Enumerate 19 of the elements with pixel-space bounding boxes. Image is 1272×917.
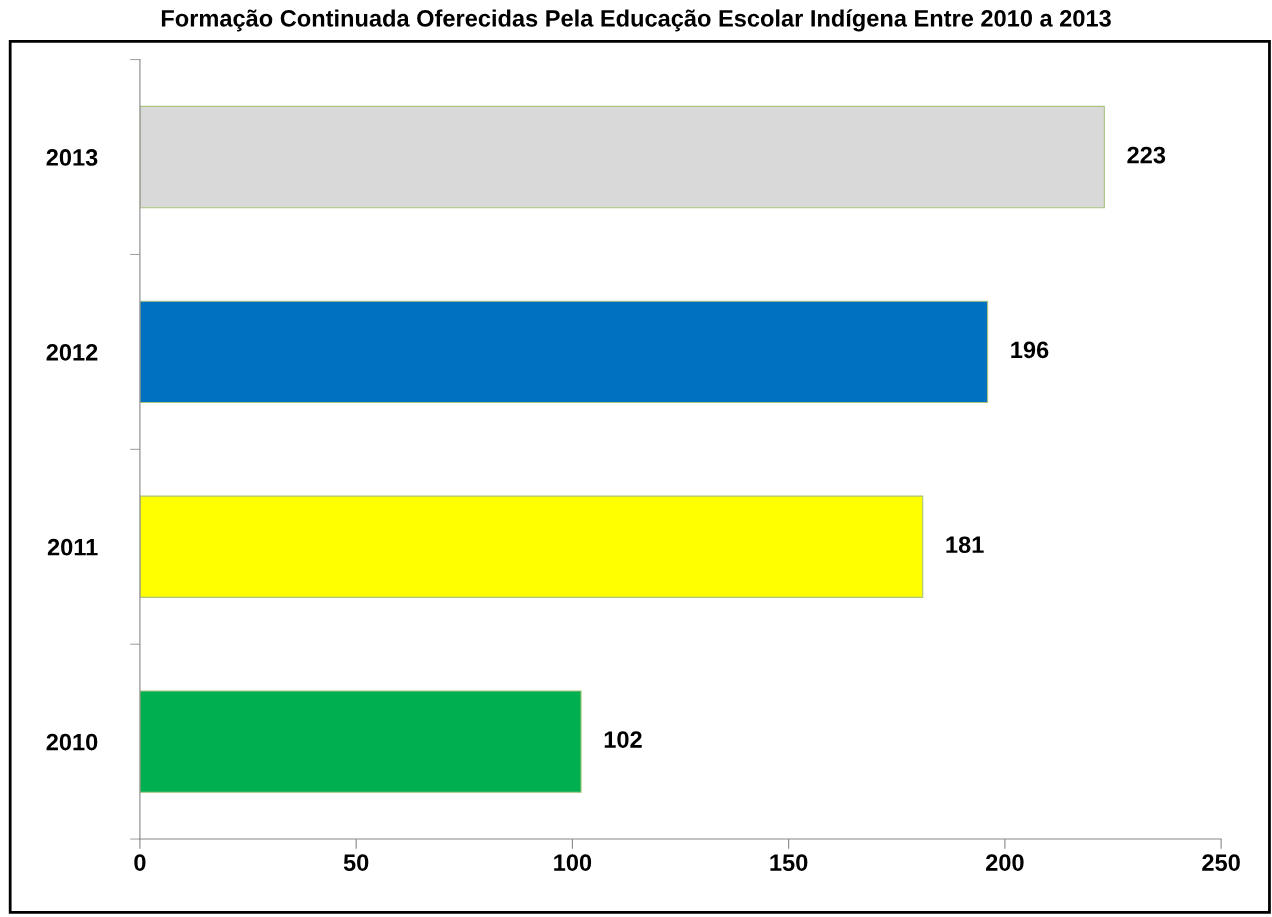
y-tick-label: 2011 xyxy=(47,538,98,556)
x-tick-label: 150 xyxy=(770,854,808,871)
x-tick-label: 250 xyxy=(1202,854,1240,871)
bar xyxy=(139,300,989,404)
data-label: 102 xyxy=(604,731,642,748)
data-label: 196 xyxy=(1011,341,1049,359)
chart-title: Formação Continuada Oferecidas Pela Educação Escolar Indígena Entre 2010 a 2013 xyxy=(161,9,1111,32)
y-tick-label: 2012 xyxy=(46,343,98,361)
bar xyxy=(139,105,1105,209)
data-label: 223 xyxy=(1127,146,1166,164)
x-tick-label: 200 xyxy=(986,854,1024,871)
bar xyxy=(139,495,924,598)
y-tick-label: 2013 xyxy=(46,149,98,166)
data-label: 181 xyxy=(946,536,984,554)
x-tick-label: 50 xyxy=(343,854,369,871)
x-tick-label: 0 xyxy=(134,854,146,871)
x-tick-label: 100 xyxy=(554,854,592,871)
bar xyxy=(139,690,582,793)
y-tick-label: 2010 xyxy=(46,733,98,751)
